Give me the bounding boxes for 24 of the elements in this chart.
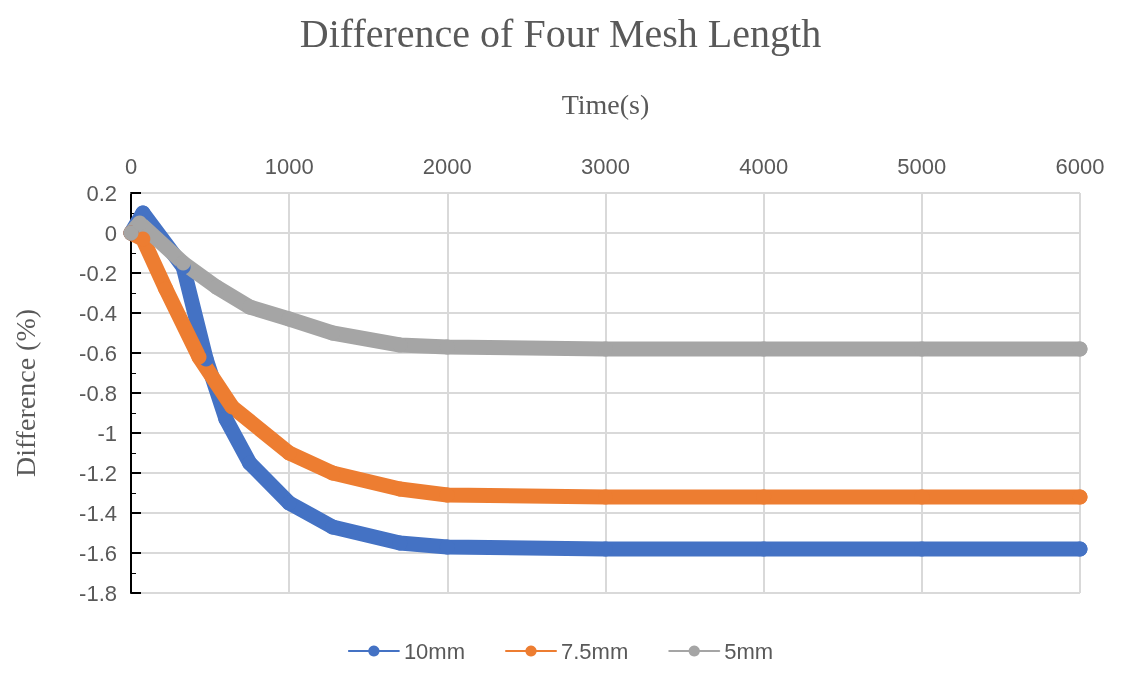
x-tick-label: 2000	[422, 153, 472, 179]
x-tick-label: 0	[124, 153, 138, 179]
chart-title: Difference of Four Mesh Length	[299, 10, 822, 56]
y-tick-label: -0.6	[79, 340, 117, 366]
y-tick-label: -1.4	[79, 500, 117, 526]
y-tick-label: -1.8	[79, 580, 117, 606]
y-tick-label: -1.2	[79, 460, 117, 486]
y-tick-label: -1	[97, 420, 117, 446]
legend-label: 7.5mm	[561, 638, 629, 664]
y-tick-label: 0	[104, 220, 117, 246]
x-tick-label: 5000	[897, 153, 947, 179]
x-tick-label: 6000	[1055, 153, 1105, 179]
y-tick-label: -0.8	[79, 380, 117, 406]
x-axis-title: Time(s)	[561, 88, 650, 120]
x-tick-label: 3000	[581, 153, 630, 179]
y-tick-label: -0.2	[79, 260, 117, 286]
y-tick-label: -1.6	[79, 540, 117, 566]
y-tick-label: -0.4	[79, 300, 117, 326]
legend-label: 5mm	[724, 638, 774, 664]
x-tick-label: 1000	[264, 153, 314, 179]
y-axis-title: Difference (%)	[9, 308, 41, 478]
legend-label: 10mm	[403, 638, 465, 664]
x-tick-label: 4000	[739, 153, 789, 179]
y-tick-label: 0.2	[86, 180, 117, 206]
